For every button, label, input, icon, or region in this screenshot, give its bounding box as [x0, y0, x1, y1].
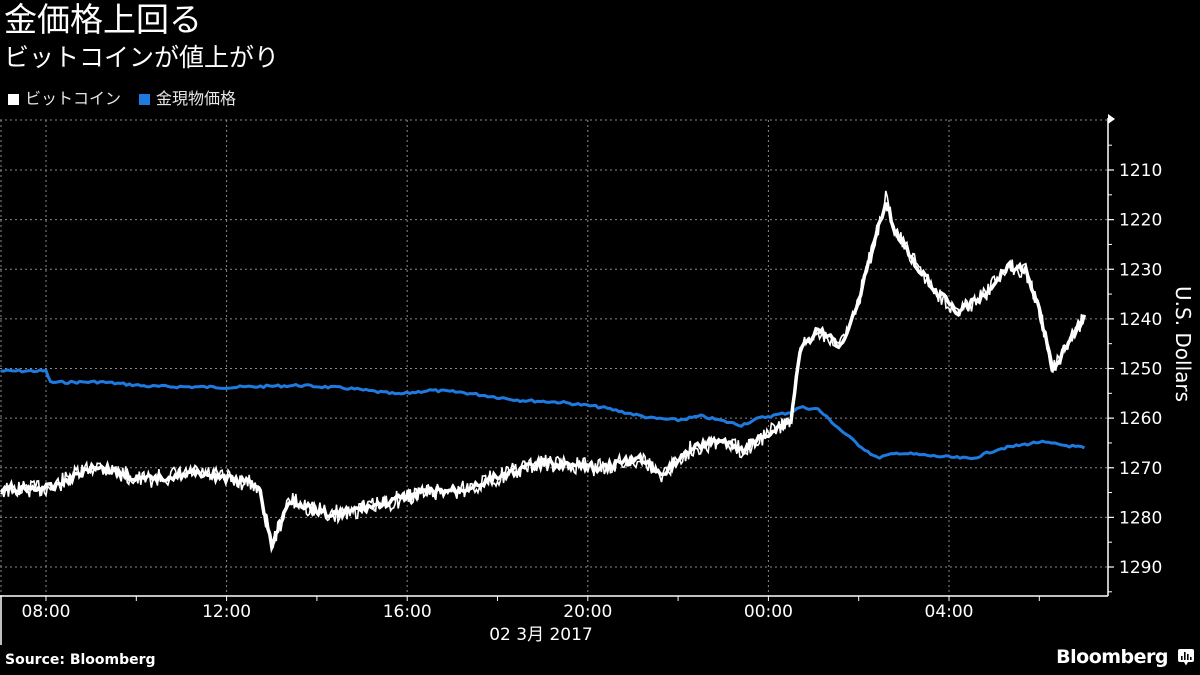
y-tick-label: 1270	[1119, 459, 1162, 479]
x-tick-label: 04:00	[925, 602, 974, 622]
y-tick-label: 1250	[1119, 360, 1162, 380]
grid-lines	[0, 119, 1108, 596]
legend: ビットコイン 金現物価格	[8, 88, 254, 110]
chart-subtitle: ビットコインが値上がり	[4, 43, 280, 72]
series-lines	[0, 190, 1087, 554]
y-tick-label: 1260	[1119, 409, 1162, 429]
series-line-bitcoin	[0, 190, 1086, 552]
bloomberg-logo: Bloomberg	[1056, 646, 1168, 668]
x-tick-label: 08:00	[22, 602, 71, 622]
x-tick-label: 12:00	[202, 602, 251, 622]
x-tick-label: 16:00	[383, 602, 432, 622]
y-axis-ticks: 1290 1280 1270 1260 1250 1240 1230 1220 1210	[1108, 144, 1162, 593]
legend-item-bitcoin: ビットコイン	[8, 88, 121, 110]
axes	[0, 114, 1115, 645]
y-tick-label: 1220	[1119, 211, 1162, 231]
y-axis-label: U.S. Dollars	[1171, 286, 1195, 402]
y-tick-label: 1230	[1119, 260, 1162, 280]
y-tick-label: 1210	[1119, 161, 1162, 181]
x-axis-ticks: 08:00 12:00 16:00 20:00 00:00 04:00	[22, 596, 1040, 622]
legend-item-gold: 金現物価格	[139, 88, 236, 110]
legend-label-bitcoin: ビットコイン	[25, 89, 122, 108]
series-line-gold	[0, 368, 1086, 461]
legend-label-gold: 金現物価格	[156, 89, 237, 108]
legend-swatch-gold	[139, 93, 151, 105]
chart-title: 金価格上回る	[4, 0, 202, 39]
source-note: Source: Bloomberg	[5, 652, 156, 668]
series-band-bitcoin	[0, 202, 1087, 554]
y-tick-label: 1290	[1119, 558, 1162, 578]
x-tick-label: 00:00	[744, 602, 793, 622]
y-axis-arrow-icon	[1108, 114, 1115, 124]
x-axis-date-label: 02 3月 2017	[489, 625, 593, 645]
legend-swatch-bitcoin	[8, 93, 19, 105]
bloomberg-chart-bubble-icon	[1178, 649, 1194, 666]
y-tick-label: 1240	[1119, 310, 1162, 330]
x-tick-label: 20:00	[563, 602, 612, 622]
y-tick-label: 1280	[1119, 508, 1162, 528]
